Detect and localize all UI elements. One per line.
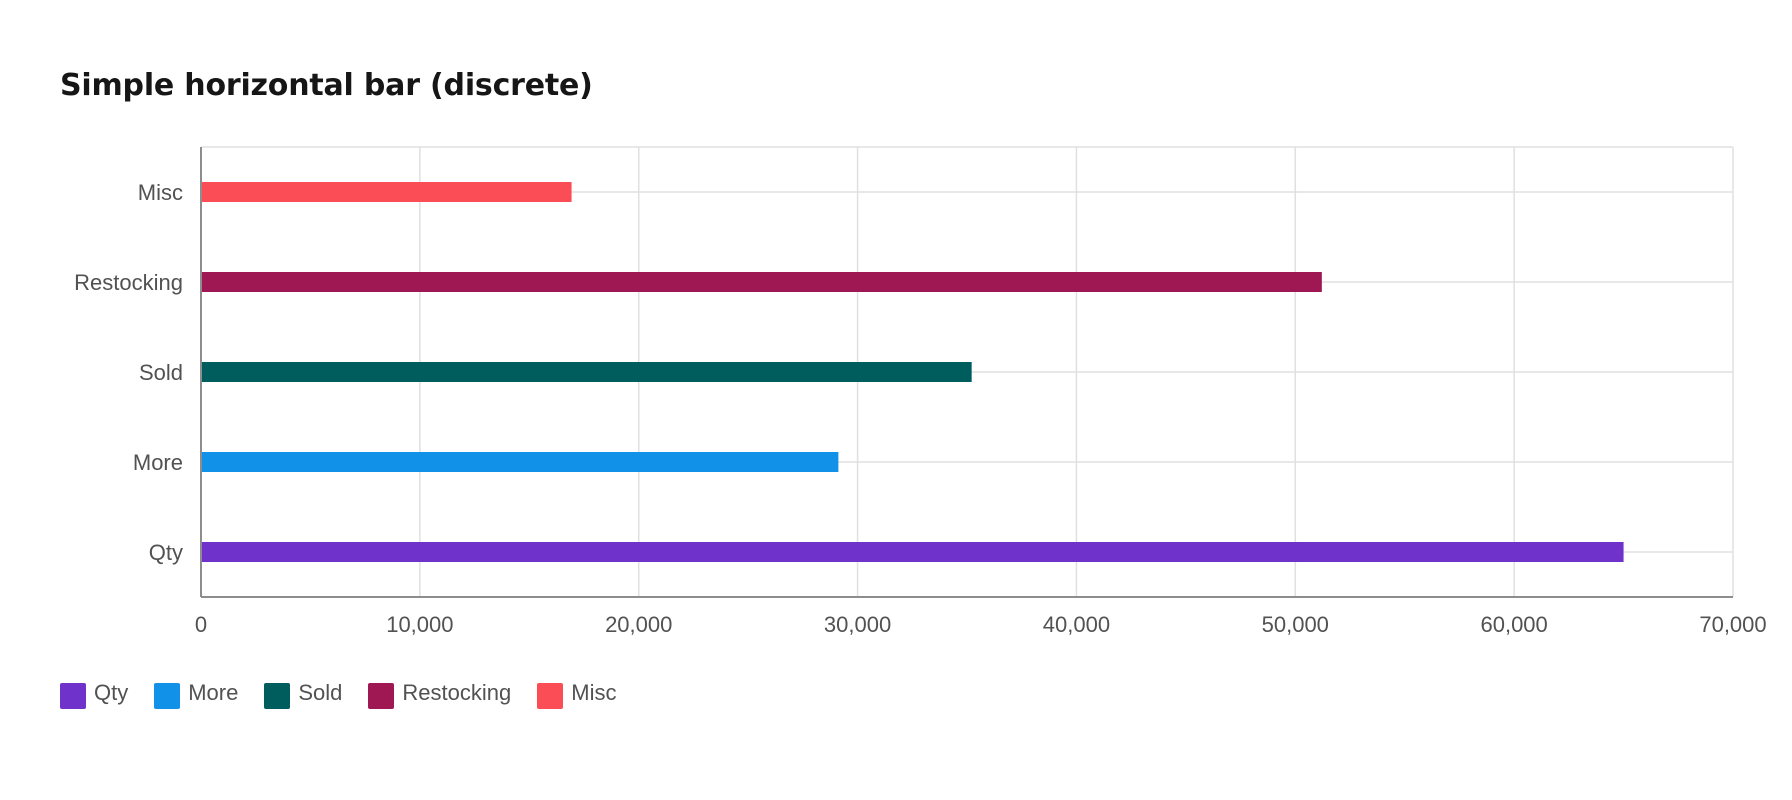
legend-label: Misc <box>571 680 617 705</box>
legend-item-sold[interactable]: Sold <box>264 680 343 709</box>
bar-sold[interactable] <box>201 362 972 382</box>
y-tick-label: Qty <box>149 540 183 565</box>
y-tick-label: More <box>133 450 183 475</box>
x-tick-label: 50,000 <box>1262 612 1329 637</box>
legend-label: Restocking <box>402 680 512 705</box>
legend-swatch <box>537 683 564 709</box>
x-tick-label: 30,000 <box>824 612 891 637</box>
chart-legend: Qty More Sold Restocking Misc <box>60 680 642 709</box>
x-tick-label: 10,000 <box>386 612 453 637</box>
legend-item-misc[interactable]: Misc <box>537 680 617 709</box>
x-tick-label: 0 <box>195 612 207 637</box>
chart-title: Simple horizontal bar (discrete) <box>60 68 593 103</box>
legend-label: More <box>188 680 239 705</box>
y-tick-label: Restocking <box>74 270 183 295</box>
bar-more[interactable] <box>201 452 839 472</box>
legend-swatch <box>264 683 291 709</box>
legend-label: Qty <box>94 680 129 705</box>
x-tick-label: 40,000 <box>1043 612 1110 637</box>
bar-restocking[interactable] <box>201 272 1322 292</box>
x-tick-label: 70,000 <box>1699 612 1766 637</box>
x-tick-label: 20,000 <box>605 612 672 637</box>
legend-swatch <box>368 683 395 709</box>
legend-label: Sold <box>298 680 343 705</box>
bars-layer <box>201 182 1624 562</box>
legend-item-more[interactable]: More <box>154 680 239 709</box>
bar-qty[interactable] <box>201 542 1624 562</box>
legend-item-qty[interactable]: Qty <box>60 680 129 709</box>
labels-layer: 0 10,000 20,000 30,000 40,000 50,000 60,000 70,… <box>74 180 1766 637</box>
x-tick-label: 60,000 <box>1480 612 1547 637</box>
bar-misc[interactable] <box>201 182 572 202</box>
legend-swatch <box>154 683 181 709</box>
axes-layer <box>200 147 1733 598</box>
legend-item-restocking[interactable]: Restocking <box>368 680 512 709</box>
legend-swatch <box>60 683 86 709</box>
y-tick-label: Misc <box>138 180 183 205</box>
y-tick-label: Sold <box>139 360 183 385</box>
